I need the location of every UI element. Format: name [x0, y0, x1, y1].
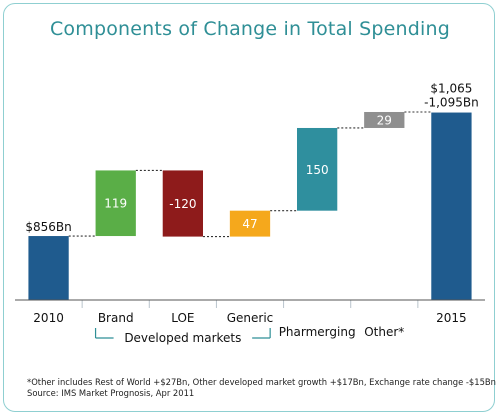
category-label-2010: 2010 — [33, 311, 64, 325]
bar-2015 — [431, 112, 472, 300]
chart-title: Components of Change in Total Spending — [49, 18, 451, 40]
data-label-pharmerging: 150 — [306, 163, 329, 177]
category-label-brand: Brand — [98, 311, 134, 325]
category-label-generic: Generic — [227, 311, 274, 325]
data-label-other: 29 — [377, 113, 392, 127]
chart-footnote: *Other includes Rest of World +$27Bn, Ot… — [27, 377, 496, 399]
bar-generic — [229, 210, 271, 237]
category-label-loe: LOE — [171, 311, 194, 325]
data-label-generic: 47 — [242, 217, 257, 231]
data-label-brand: 119 — [104, 197, 127, 211]
group-label: Developed markets — [124, 331, 241, 345]
footnote-line: *Other includes Rest of World +$27Bn, Ot… — [27, 377, 496, 387]
bar-2010 — [28, 236, 69, 300]
category-label-2015: 2015 — [436, 311, 467, 325]
chart-frame — [3, 3, 495, 412]
data-label-2015: $1,065 — [430, 82, 472, 96]
data-label-2015: -1,095Bn — [424, 96, 479, 110]
category-label-other: Other* — [364, 325, 404, 339]
data-label-2010: $856Bn — [25, 220, 71, 234]
source-line: Source: IMS Market Prognosis, Apr 2011 — [27, 388, 195, 398]
bar-loe — [162, 170, 203, 237]
bar-pharmerging — [297, 127, 338, 211]
bar-brand — [95, 170, 136, 237]
category-label-pharmerging: Pharmerging — [279, 325, 356, 339]
bar-other — [364, 111, 405, 128]
data-label-loe: -120 — [169, 197, 196, 211]
